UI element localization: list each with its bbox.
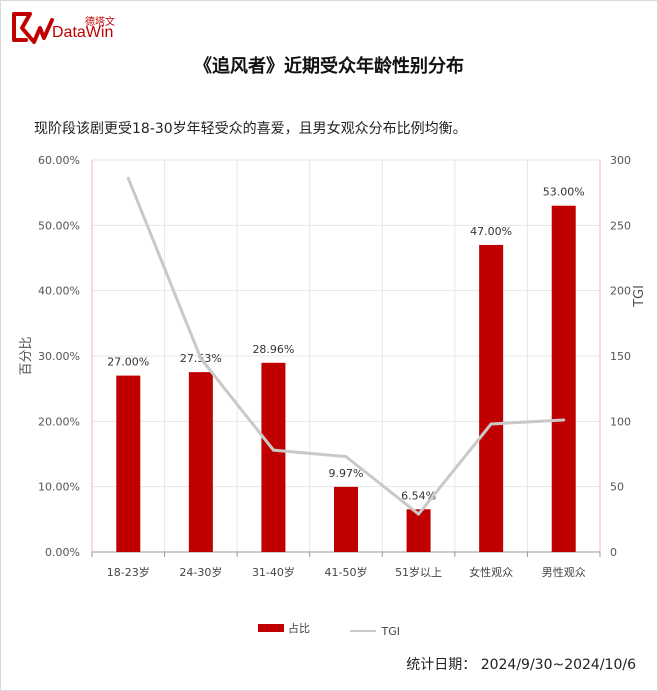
x-tick-label: 24-30岁: [179, 565, 222, 579]
tgi-point: [344, 455, 348, 459]
bar: [406, 509, 431, 552]
bar: [334, 486, 358, 552]
bar-data-label: 27.00%: [107, 356, 149, 369]
bar: [116, 375, 141, 552]
y-tick-label: 50.00%: [38, 219, 80, 232]
x-tick-label: 31-40岁: [252, 565, 295, 579]
bar: [479, 244, 504, 552]
y-tick-label: 20.00%: [38, 415, 80, 428]
chart-title: 《追风者》近期受众年龄性别分布: [194, 56, 464, 77]
legend-line-swatch: [349, 630, 376, 632]
y2-tick-label: 50: [610, 481, 624, 494]
y2-tick-label: 300: [610, 154, 631, 167]
x-tick-label: 51岁以上: [395, 565, 442, 579]
y-tick-label: 0.00%: [45, 546, 80, 559]
bar-data-label: 47.00%: [470, 225, 512, 238]
logo-en-text: DataWin: [52, 24, 114, 41]
tgi-point: [417, 512, 421, 516]
tgi-point: [126, 176, 130, 180]
y2-tick-label: 100: [610, 415, 631, 428]
bar-data-label: 53.00%: [543, 186, 585, 199]
bar: [188, 372, 213, 552]
x-tick-label: 41-50岁: [325, 565, 368, 579]
x-tick-label: 女性观众: [469, 565, 513, 579]
y2-tick-label: 150: [610, 350, 631, 363]
bar: [551, 205, 576, 552]
datawin-logo-mark: [12, 12, 54, 44]
tgi-point: [489, 422, 493, 426]
stat-date: 统计日期： 2024/9/30~2024/10/6: [406, 657, 636, 673]
y-tick-label: 10.00%: [38, 481, 80, 494]
bar-data-label: 9.97%: [329, 467, 364, 480]
legend-line-label: TGI: [381, 624, 401, 638]
legend-bar-swatch: [258, 624, 284, 632]
tgi-point: [562, 418, 566, 422]
chart-subtitle: 现阶段该剧更受18-30岁年轻受众的喜爱，且男女观众分布比例均衡。: [34, 121, 467, 137]
y-tick-label: 30.00%: [38, 350, 80, 363]
datawin-logo: [10, 8, 120, 48]
x-tick-label: 18-23岁: [107, 565, 150, 579]
legend-item-line: TGI: [349, 624, 401, 638]
bar: [261, 362, 286, 552]
chart-legend: 占比 TGI: [0, 620, 658, 638]
bar-data-label: 6.54%: [401, 489, 436, 502]
x-tick-label: 男性观众: [542, 565, 586, 579]
y-tick-label: 60.00%: [38, 154, 80, 167]
y2-tick-label: 200: [610, 285, 631, 298]
chart-plot: 0.00% 10.00% 20.00% 30.00% 40.00% 50.00% 60.00…: [19, 154, 647, 579]
tgi-point: [199, 357, 203, 361]
legend-item-bar: 占比: [258, 620, 310, 636]
bar-data-label: 28.96%: [252, 343, 294, 356]
y2-axis-title: TGI: [632, 285, 647, 308]
logo-cn-text: 德塔文: [85, 17, 115, 28]
tgi-point: [271, 448, 275, 452]
legend-bar-label: 占比: [288, 622, 310, 635]
y-tick-label: 40.00%: [38, 285, 80, 298]
y2-tick-label: 250: [610, 219, 631, 232]
y-axis-title: 百分比: [19, 336, 34, 375]
y2-tick-label: 0: [610, 546, 617, 559]
